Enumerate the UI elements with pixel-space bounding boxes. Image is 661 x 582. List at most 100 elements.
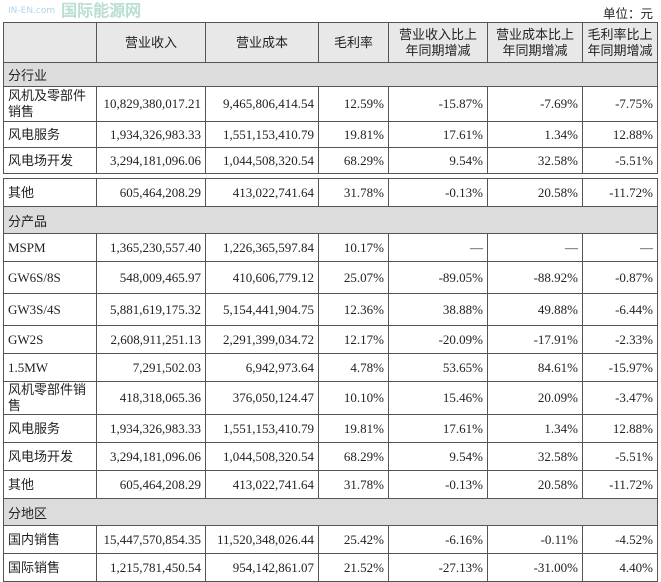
- value-cell: 68.29%: [318, 442, 389, 471]
- value-cell: 1.34%: [487, 121, 583, 148]
- row-label: MSPM: [3, 233, 97, 262]
- value-cell: -11.72%: [582, 178, 658, 207]
- value-cell: -0.11%: [487, 525, 583, 554]
- row-label: 风机及零部件销售: [3, 86, 97, 122]
- section-label: 分产品: [3, 206, 658, 234]
- value-cell: 1,226,365,597.84: [205, 233, 319, 262]
- table-row: GW3S/4S 5,881,619,175.32 5,154,441,904.75 1…: [3, 293, 658, 326]
- header-cell: 营业收入: [96, 22, 206, 63]
- row-label: 其他: [3, 470, 97, 499]
- table-row: 1.5MW 7,291,502.03 6,942,973.64 4.78% 53.65%…: [3, 353, 658, 382]
- value-cell: 21.52%: [318, 553, 389, 582]
- value-cell: 605,464,208.29: [96, 178, 206, 207]
- value-cell: 12.59%: [318, 86, 389, 122]
- row-label: 风电服务: [3, 121, 97, 148]
- table-row: 风电服务 1,934,326,983.33 1,551,153,410.79 19.8…: [3, 414, 658, 443]
- value-cell: 25.42%: [318, 525, 389, 554]
- value-cell: 7,291,502.03: [96, 353, 206, 382]
- value-cell: 20.58%: [487, 470, 583, 499]
- value-cell: -0.13%: [388, 470, 488, 499]
- value-cell: 1,551,153,410.79: [205, 414, 319, 443]
- value-cell: 1,365,230,557.40: [96, 233, 206, 262]
- value-cell: 11,520,348,026.44: [205, 525, 319, 554]
- value-cell: -4.52%: [582, 525, 658, 554]
- value-cell: 31.78%: [318, 470, 389, 499]
- value-cell: 605,464,208.29: [96, 470, 206, 499]
- value-cell: -17.91%: [487, 325, 583, 354]
- value-cell: 548,009,465.97: [96, 261, 206, 294]
- value-cell: 6,942,973.64: [205, 353, 319, 382]
- value-cell: 20.09%: [487, 381, 583, 415]
- row-label: 1.5MW: [3, 353, 97, 382]
- value-cell: 17.61%: [388, 414, 488, 443]
- value-cell: 15.46%: [388, 381, 488, 415]
- value-cell: -2.33%: [582, 325, 658, 354]
- value-cell: 19.81%: [318, 121, 389, 148]
- table-row: GW2S 2,608,911,251.13 2,291,399,034.72 12.1…: [3, 325, 658, 354]
- value-cell: 418,318,065.36: [96, 381, 206, 415]
- value-cell: -6.44%: [582, 293, 658, 326]
- value-cell: 4.40%: [582, 553, 658, 582]
- value-cell: 25.07%: [318, 261, 389, 294]
- row-label: 风电场开发: [3, 442, 97, 471]
- value-cell: 10.10%: [318, 381, 389, 415]
- value-cell: -11.72%: [582, 470, 658, 499]
- value-cell: -5.51%: [582, 147, 658, 174]
- section-label: 分地区: [3, 498, 658, 526]
- value-cell: -7.69%: [487, 86, 583, 122]
- row-label: GW2S: [3, 325, 97, 354]
- value-cell: 1,044,508,320.54: [205, 147, 319, 174]
- value-cell: 1,551,153,410.79: [205, 121, 319, 148]
- value-cell: 9.54%: [388, 442, 488, 471]
- section-row: 分行业: [3, 62, 658, 87]
- header-cell: 毛利率比上年同期增减: [582, 22, 658, 63]
- value-cell: -31.00%: [487, 553, 583, 582]
- value-cell: -6.16%: [388, 525, 488, 554]
- table-row: 风机及零部件销售 10,829,380,017.21 9,465,806,414.5…: [3, 86, 658, 122]
- table-row: 国际销售 1,215,781,450.54 954,142,861.07 21.52%…: [3, 553, 658, 582]
- table-row: 国内销售 15,447,570,854.35 11,520,348,026.44 25…: [3, 525, 658, 554]
- value-cell: 31.78%: [318, 178, 389, 207]
- table-row: 风机零部件销售 418,318,065.36 376,050,124.47 10.10…: [3, 381, 658, 415]
- section-row: 分地区: [3, 498, 658, 526]
- value-cell: —: [487, 233, 583, 262]
- section-row: 分产品: [3, 206, 658, 234]
- row-label: 其他: [3, 178, 97, 207]
- value-cell: -20.09%: [388, 325, 488, 354]
- value-cell: 410,606,779.12: [205, 261, 319, 294]
- table-row: GW6S/8S 548,009,465.97 410,606,779.12 25.07…: [3, 261, 658, 294]
- unit-label: 单位：元: [602, 7, 653, 21]
- value-cell: 32.58%: [487, 442, 583, 471]
- value-cell: 5,154,441,904.75: [205, 293, 319, 326]
- value-cell: 954,142,861.07: [205, 553, 319, 582]
- table-row: 风电服务 1,934,326,983.33 1,551,153,410.79 19.8…: [3, 121, 658, 148]
- table-row: 其他 605,464,208.29 413,022,741.64 31.78% -0.1…: [3, 178, 658, 207]
- value-cell: 413,022,741.64: [205, 178, 319, 207]
- financial-table-bottom: 其他 605,464,208.29 413,022,741.64 31.78% -0.1…: [3, 178, 658, 582]
- value-cell: 1.34%: [487, 414, 583, 443]
- watermark-domain: IN-EN.com: [8, 6, 56, 16]
- value-cell: 20.58%: [487, 178, 583, 207]
- row-label: GW3S/4S: [3, 293, 97, 326]
- value-cell: 2,608,911,251.13: [96, 325, 206, 354]
- value-cell: 2,291,399,034.72: [205, 325, 319, 354]
- value-cell: 9,465,806,414.54: [205, 86, 319, 122]
- value-cell: 413,022,741.64: [205, 470, 319, 499]
- value-cell: 12.36%: [318, 293, 389, 326]
- value-cell: 32.58%: [487, 147, 583, 174]
- row-label: 国内销售: [3, 525, 97, 554]
- value-cell: 12.88%: [582, 414, 658, 443]
- table-row: MSPM 1,365,230,557.40 1,226,365,597.84 10.1…: [3, 233, 658, 262]
- value-cell: 38.88%: [388, 293, 488, 326]
- value-cell: 1,215,781,450.54: [96, 553, 206, 582]
- header-cell: 营业成本比上年同期增减: [487, 22, 583, 63]
- value-cell: 3,294,181,096.06: [96, 442, 206, 471]
- value-cell: 5,881,619,175.32: [96, 293, 206, 326]
- row-label: 风电服务: [3, 414, 97, 443]
- value-cell: -89.05%: [388, 261, 488, 294]
- value-cell: 1,044,508,320.54: [205, 442, 319, 471]
- value-cell: 9.54%: [388, 147, 488, 174]
- watermark-name: 国际能源网: [61, 1, 142, 20]
- value-cell: -0.87%: [582, 261, 658, 294]
- value-cell: 12.17%: [318, 325, 389, 354]
